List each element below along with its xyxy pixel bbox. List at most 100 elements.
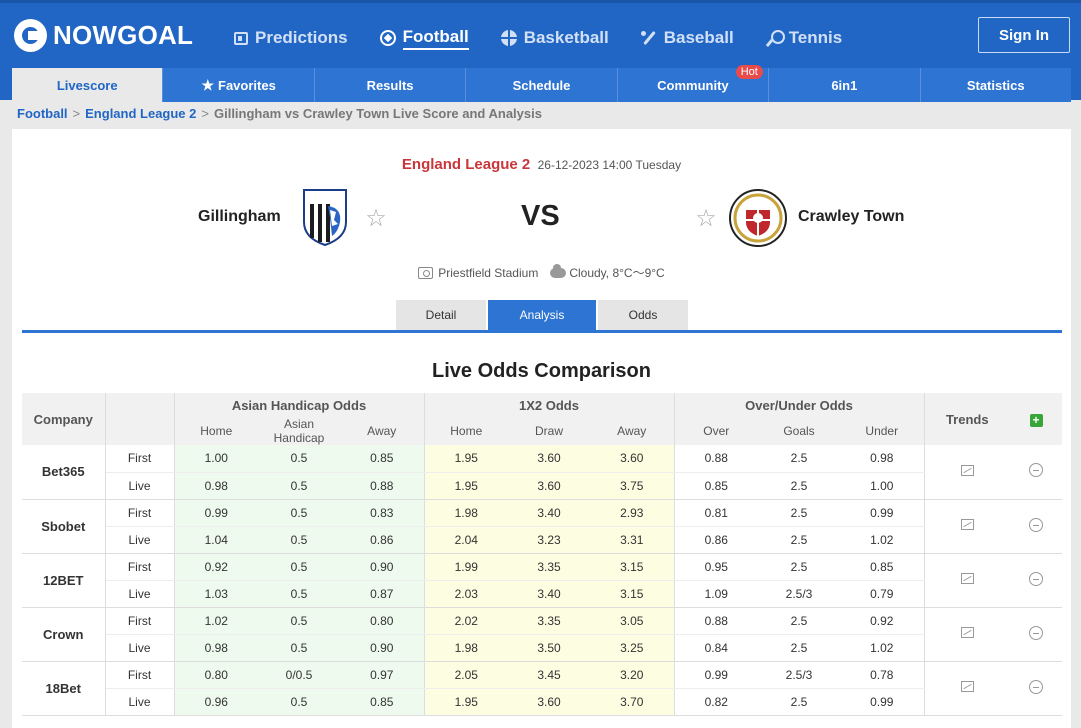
home-favorite-star-icon[interactable]: ☆ [365, 204, 387, 232]
over-under-value: 2.5 [758, 472, 840, 500]
1x2-value: 3.40 [508, 499, 590, 527]
company-name[interactable]: Crown [22, 607, 106, 662]
odds-section-title: Live Odds Comparison [432, 360, 651, 382]
add-company-icon[interactable]: + [1029, 413, 1043, 427]
main-nav: Predictions Football Basketball Baseball… [234, 23, 874, 53]
1x2-value: 3.60 [590, 445, 675, 473]
remove-company-icon[interactable] [1029, 679, 1043, 694]
over-under-value: 2.5 [758, 607, 840, 635]
asian-handicap-value: 0.96 [174, 688, 258, 716]
asian-handicap-value: 0.80 [174, 661, 258, 689]
trend-chart-icon[interactable] [960, 519, 974, 530]
tab-analysis[interactable]: Analysis [488, 300, 596, 330]
1x2-value: 1.98 [424, 634, 508, 662]
asian-handicap-value: 0.86 [340, 526, 425, 554]
odds-type: Live [105, 472, 175, 500]
over-under-value: 2.5 [758, 688, 840, 716]
league-link[interactable]: England League 2 [401, 156, 531, 173]
asian-handicap-value: 0.90 [340, 553, 425, 581]
remove-company-icon[interactable] [1029, 517, 1043, 532]
remove-company-icon[interactable] [1029, 571, 1043, 586]
1x2-value: 3.23 [508, 526, 590, 554]
home-team-name[interactable]: Gillingham [198, 208, 281, 225]
over-under-value: 0.85 [840, 553, 925, 581]
sign-in-button[interactable]: Sign In [978, 17, 1070, 53]
odds-row-live: Live 0.98 0.5 0.88 1.95 3.60 3.75 0.85 2.5 1.00 [22, 472, 1062, 500]
over-under-value: 0.95 [674, 553, 758, 581]
nav-baseball[interactable]: Baseball [640, 23, 734, 53]
type-header [105, 393, 175, 445]
1x2-value: 1.95 [424, 472, 508, 500]
over-under-value: 0.88 [674, 607, 758, 635]
over-under-value: 2.5/3 [758, 661, 840, 689]
1x2-value: 3.60 [508, 688, 590, 716]
nav-label: Basketball [523, 28, 609, 47]
odds-type: First [105, 445, 175, 473]
crawley-town-crest-icon [729, 189, 787, 247]
tab-label: Community [657, 77, 729, 93]
asian-handicap-value: 0.5 [258, 580, 340, 608]
over-under-value: 0.86 [674, 526, 758, 554]
remove-company-icon[interactable] [1029, 463, 1043, 478]
odds-row-first: Sbobet First 0.99 0.5 0.83 1.98 3.40 2.93 0.81 2.… [22, 499, 1062, 554]
company-name[interactable]: 12BET [22, 553, 106, 608]
odds-type: First [105, 607, 175, 635]
asian-handicap-value: 0.97 [340, 661, 425, 689]
tab-schedule[interactable]: Schedule [466, 68, 618, 102]
over-under-value: 2.5 [758, 634, 840, 662]
asian-handicap-value: 0.90 [340, 634, 425, 662]
tab-favorites[interactable]: ★ Favorites [163, 68, 315, 102]
match-card: England League 2 26-12-2023 14:00 Tuesda… [12, 129, 1071, 728]
company-name[interactable]: 18Bet [22, 661, 106, 716]
tab-6in1[interactable]: 6in1 [769, 68, 921, 102]
breadcrumb-league[interactable]: England League 2 [85, 106, 197, 121]
over-under-value: 2.5 [758, 445, 840, 473]
trend-chart-icon[interactable] [960, 627, 974, 638]
1x2-value: 3.75 [590, 472, 675, 500]
odds-type: First [105, 661, 175, 689]
1x2-value: 3.60 [508, 445, 590, 473]
nav-predictions[interactable]: Predictions [234, 23, 348, 53]
away-favorite-star-icon[interactable]: ☆ [695, 204, 717, 232]
asian-handicap-value: 0.5 [258, 688, 340, 716]
breadcrumb-football[interactable]: Football [17, 106, 68, 121]
nowgoal-logo[interactable]: NOWGOAL [14, 17, 193, 53]
1x2-value: 3.20 [590, 661, 675, 689]
asian-handicap-value: 0.92 [174, 553, 258, 581]
tab-statistics[interactable]: Statistics [966, 77, 1025, 93]
sub-nav: Livescore ★ Favorites Results Schedule Co… [12, 65, 1071, 102]
weather-text: Cloudy, 8°C～9°C [569, 266, 665, 280]
tab-results[interactable]: Results [315, 68, 467, 102]
nav-tennis[interactable]: Tennis [766, 23, 842, 53]
add-company-cell: + [1010, 393, 1062, 445]
remove-company-icon[interactable] [1029, 625, 1043, 640]
odds-row-first: Bet365 First 1.00 0.5 0.85 1.95 3.60 3.60 0.88 2.… [22, 445, 1062, 500]
1x2-value: 2.05 [424, 661, 508, 689]
over-under-header: Over/Under Odds [674, 393, 925, 417]
top-header: NOWGOAL Predictions Football Basketball … [0, 0, 1081, 102]
odds-type: Live [105, 580, 175, 608]
tab-detail[interactable]: Detail [396, 300, 486, 330]
tab-odds[interactable]: Odds [598, 300, 688, 330]
sub-header: Asian Handicap [258, 417, 340, 445]
odds-type: Live [105, 688, 175, 716]
odds-type: Live [105, 526, 175, 554]
detail-tabs: Detail Analysis Odds [396, 300, 690, 330]
nav-football[interactable]: Football [379, 23, 469, 53]
match-weekday: Tuesday [635, 158, 682, 172]
trend-chart-icon[interactable] [960, 573, 974, 584]
odds-row-live: Live 0.96 0.5 0.85 1.95 3.60 3.70 0.82 2.5 0.99 [22, 688, 1062, 716]
company-name[interactable]: Sbobet [22, 499, 106, 554]
1x2-value: 1.99 [424, 553, 508, 581]
trend-chart-icon[interactable] [960, 681, 974, 692]
company-name[interactable]: Bet365 [22, 445, 106, 500]
tab-community[interactable]: Community Hot [618, 65, 770, 102]
nav-basketball[interactable]: Basketball [500, 23, 609, 53]
1x2-value: 1.95 [424, 445, 508, 473]
breadcrumb-current: Gillingham vs Crawley Town Live Score an… [213, 106, 542, 121]
cloudy-weather-icon [550, 263, 567, 278]
away-team-name[interactable]: Crawley Town [798, 208, 905, 225]
tab-livescore[interactable]: Livescore [12, 68, 164, 102]
trend-chart-icon[interactable] [960, 464, 974, 476]
odds-row-first: Crown First 1.02 0.5 0.80 2.02 3.35 3.05 0.88 2.5… [22, 607, 1062, 662]
